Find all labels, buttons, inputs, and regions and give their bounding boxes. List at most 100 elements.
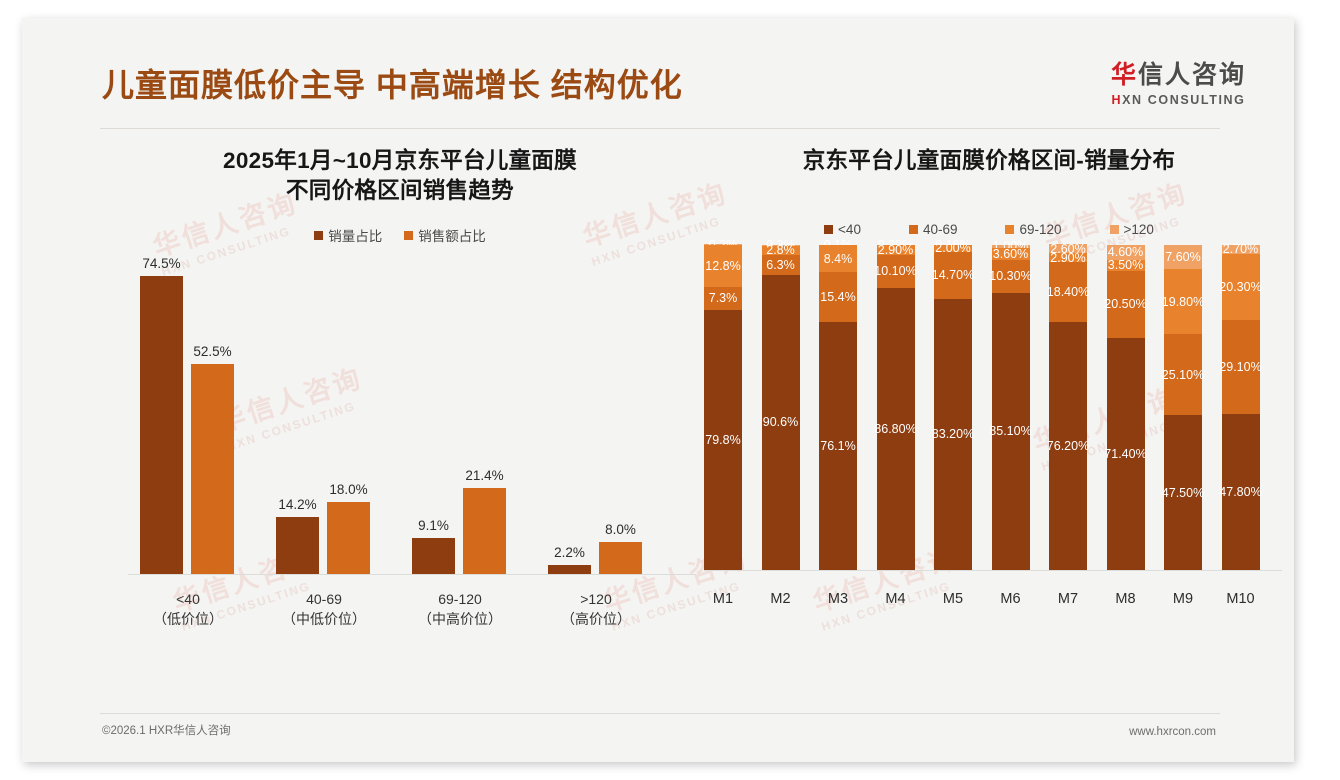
stacked-bar-segment[interactable]: 19.80%	[1161, 269, 1205, 334]
stacked-bar-segment[interactable]: 25.10%	[1162, 333, 1204, 416]
bar[interactable]: 9.1%	[412, 518, 455, 575]
stacked-bar-segment[interactable]: 7.3%	[704, 286, 742, 311]
x-tick-label: M2	[770, 590, 791, 607]
stacked-bar[interactable]: 2.70% 20.30% 29.10% 47.80%	[1219, 242, 1262, 570]
stacked-bar-segment[interactable]: 4.60%	[1106, 244, 1145, 260]
legend-swatch	[908, 224, 918, 234]
segment-value-label: 3.60%	[992, 246, 1029, 261]
x-tick-sub: （中高价位）	[418, 611, 502, 628]
bar-value-label: 52.5%	[193, 344, 232, 360]
stacked-bar-segment[interactable]: 3.50%	[1106, 258, 1145, 273]
segment-value-label: 47.50%	[1161, 485, 1205, 500]
stacked-bar-segment[interactable]: 10.30%	[989, 259, 1032, 294]
stacked-bar[interactable]: 0.2%12.8%7.3%79.8%	[704, 238, 742, 570]
legend-item[interactable]: 销售额占比	[404, 225, 486, 245]
stacked-bar-segment[interactable]: 3.60%	[991, 246, 1030, 261]
logo-cn-rest: 信人咨询	[1137, 61, 1246, 89]
slide: 华信人咨询 HXN CONSULTING 华信人咨询 HXN CONSULTIN…	[22, 18, 1294, 762]
stacked-bar-segment[interactable]: 18.40%	[1047, 262, 1089, 323]
bar[interactable]: 21.4%	[463, 468, 506, 575]
chart-panel-left: 2025年1月~10月京东平台儿童面膜 不同价格区间销售趋势 销量占比 销售额占…	[100, 146, 700, 635]
brand-logo: 华信人咨询 HXN CONSULTING	[1110, 61, 1246, 107]
stacked-bar-segment[interactable]: 2.60%	[1049, 242, 1087, 256]
logo-en-rest: XN CONSULTING	[1122, 92, 1246, 107]
stacked-bar-segment[interactable]: 47.50%	[1161, 415, 1205, 570]
stacked-bar-segment[interactable]: 10.10%	[874, 254, 917, 288]
logo-cn-first: 华	[1110, 61, 1138, 89]
footer-divider	[100, 713, 1220, 714]
segment-value-label: 4.60%	[1107, 245, 1144, 260]
stacked-bar-segment[interactable]: 71.40%	[1104, 337, 1147, 570]
bar-group: 14.2% 18.0%	[276, 482, 370, 575]
footer-website[interactable]: www.hxrcon.com	[1129, 726, 1216, 738]
stacked-bar-segment[interactable]: 86.80%	[874, 287, 917, 570]
bar[interactable]: 18.0%	[327, 482, 370, 575]
stacked-bar-segment[interactable]: 83.20%	[931, 299, 975, 570]
x-tick-main: >120	[580, 590, 612, 607]
stacked-bar-segment[interactable]: 76.20%	[1046, 322, 1090, 570]
bar-value-label: 2.2%	[554, 545, 585, 561]
stacked-bar[interactable]: 0.1%8.4%15.4%76.1%	[819, 238, 857, 570]
segment-value-label: 2.90%	[1050, 250, 1086, 265]
stacked-bar-segment[interactable]: 47.80%	[1219, 414, 1262, 570]
stacked-bar-segment[interactable]: 90.6%	[761, 275, 800, 570]
stacked-bar[interactable]: 2.60% 2.90% 18.40% 76.20%	[1046, 242, 1090, 570]
bar-value-label: 18.0%	[329, 482, 368, 498]
bar-group: 2.2% 8.0%	[548, 522, 642, 575]
stacked-bar[interactable]: 1.00% 3.60% 10.30% 85.10%	[989, 239, 1032, 570]
segment-value-label: 76.20%	[1046, 438, 1090, 453]
legend-item[interactable]: <40	[824, 222, 861, 237]
stacked-bar-segment[interactable]: 79.8%	[704, 310, 742, 570]
segment-value-label: 12.8%	[705, 258, 741, 273]
bar[interactable]: 2.2%	[548, 545, 591, 575]
x-tick-label: <40 （低价位）	[113, 589, 263, 630]
segment-value-label: 3.50%	[1107, 258, 1144, 273]
stacked-bar-segment[interactable]: 29.10%	[1219, 319, 1262, 415]
stacked-bar-segment[interactable]: 14.70%	[932, 251, 974, 300]
x-tick-label: M1	[712, 590, 734, 607]
stacked-bar-segment[interactable]: 85.10%	[989, 293, 1032, 570]
segment-value-label: 71.40%	[1104, 446, 1147, 461]
bar[interactable]: 14.2%	[276, 497, 319, 575]
x-tick-label: M3	[827, 590, 849, 607]
slide-header: 儿童面膜低价主导 中高端增长 结构优化 华信人咨询 HXN CONSULTING	[22, 56, 1294, 136]
stacked-bar-segment[interactable]: 20.50%	[1104, 271, 1147, 338]
stacked-bar[interactable]: 0.3%2.8%6.3%90.6%	[761, 238, 800, 570]
stacked-bar-segment[interactable]: 8.4%	[819, 245, 857, 273]
segment-value-label: 19.80%	[1161, 294, 1205, 309]
stacked-bar-segment[interactable]: 76.1%	[819, 322, 857, 570]
segment-value-label: 83.20%	[931, 427, 975, 442]
legend-label: >120	[1123, 221, 1154, 237]
x-tick-sub: （高价位）	[561, 611, 631, 628]
bar[interactable]: 52.5%	[191, 344, 234, 575]
x-axis-line	[704, 569, 1282, 571]
stacked-bar-segment[interactable]: 15.4%	[819, 272, 857, 323]
bar[interactable]: 74.5%	[140, 256, 183, 575]
stacked-bar[interactable]: 7.60% 19.80% 25.10% 47.50%	[1161, 244, 1205, 570]
stacked-bar-segment[interactable]: 2.90%	[1049, 250, 1087, 265]
legend-item[interactable]: 销量占比	[314, 225, 382, 245]
x-tick-label: M5	[942, 590, 964, 607]
bar[interactable]: 8.0%	[599, 522, 642, 575]
stacked-bar-segment[interactable]: 20.30%	[1219, 253, 1262, 320]
stacked-bar[interactable]: 4.60% 3.50% 20.50% 71.40%	[1104, 244, 1147, 570]
stacked-bar-segment[interactable]: 12.8%	[704, 245, 742, 287]
stacked-bar-segment[interactable]: 7.60%	[1164, 244, 1202, 270]
segment-value-label: 76.1%	[820, 439, 856, 454]
segment-value-label: 79.8%	[705, 433, 741, 448]
segment-value-label: 47.80%	[1219, 485, 1262, 500]
stacked-bar[interactable]: 0.20%2.90%10.10%86.80%	[874, 238, 917, 570]
stacked-bar-segment[interactable]: 2.8%	[761, 243, 800, 257]
x-tick-label: 40-69 （中低价位）	[249, 589, 399, 630]
legend-item[interactable]: >120	[1109, 221, 1154, 237]
segment-value-label: 7.3%	[708, 291, 738, 306]
legend-item[interactable]: 69-120	[1005, 222, 1062, 237]
stacked-bar-segment[interactable]: 2.90%	[876, 243, 915, 257]
stacked-bar[interactable]: 0.10%2.00%14.70%83.20%	[931, 238, 975, 570]
stacked-bar-segment[interactable]: 6.3%	[761, 254, 800, 276]
legend-item[interactable]: 40-69	[908, 222, 957, 237]
x-tick-sub: （中低价位）	[282, 611, 366, 628]
x-tick-label: M10	[1226, 590, 1255, 607]
stacked-bar-segment[interactable]: 2.70%	[1221, 242, 1260, 256]
legend-swatch	[824, 224, 834, 234]
